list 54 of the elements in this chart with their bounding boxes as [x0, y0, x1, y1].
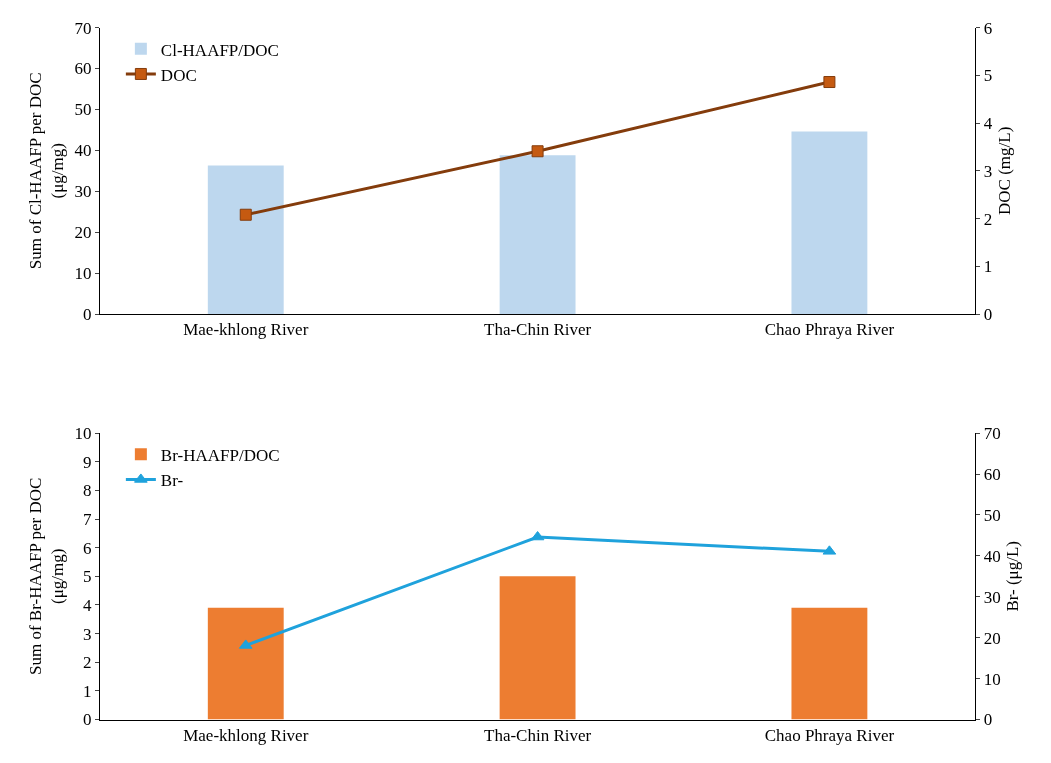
y2-tick-label: 0 [983, 304, 993, 324]
y-tick-label: 70 [74, 18, 92, 38]
x-tick-label: Mae-khlong River [183, 725, 309, 745]
x-tick-label: Chao Phraya River [764, 320, 895, 340]
y2-axis-title: Br- (μg/L) [1003, 540, 1023, 612]
legend-label: Br-HAAFP/DOC [160, 445, 280, 465]
y-tick-label: 10 [74, 264, 92, 284]
y-tick-label: 3 [82, 624, 92, 644]
x-tick-label: Tha-Chin River [484, 725, 592, 745]
y2-tick-label: 5 [983, 66, 993, 86]
y-tick-label: 20 [74, 223, 92, 243]
y2-tick-label: 4 [983, 114, 993, 134]
y-tick-label: 0 [82, 710, 92, 730]
y-tick-label: 30 [74, 182, 92, 202]
point [239, 208, 252, 221]
x-tick-label: Tha-Chin River [484, 320, 592, 340]
point [823, 76, 836, 89]
y2-tick-label: 50 [983, 505, 1001, 525]
y-tick-label: 9 [82, 452, 92, 472]
bar [791, 131, 868, 315]
y-tick-label: 4 [82, 595, 92, 615]
y2-tick-label: 70 [983, 424, 1001, 444]
y-tick-label: 60 [74, 59, 92, 79]
y-axis-title: Sum of Cl-HAAFP per DOC (μg/mg) [25, 72, 67, 270]
y2-tick-label: 2 [983, 209, 993, 229]
y-tick-label: 6 [82, 538, 92, 558]
y-tick-label: 50 [74, 100, 92, 120]
y-tick-label: 0 [82, 304, 92, 324]
y-axis-title: Sum of Br-HAAFP per DOC (μg/mg) [25, 477, 67, 675]
y2-tick-label: 60 [983, 464, 1001, 484]
y-tick-label: 8 [82, 481, 92, 501]
y-tick-label: 10 [74, 424, 92, 444]
y2-tick-label: 40 [983, 546, 1001, 566]
y-tick-label: 1 [82, 681, 92, 701]
y2-tick-label: 0 [983, 710, 993, 730]
bar [499, 155, 576, 315]
y-tick-label: 2 [82, 653, 92, 673]
y-tick-label: 40 [74, 141, 92, 161]
x-tick-label: Mae-khlong River [183, 320, 309, 340]
bar [207, 165, 284, 315]
y2-tick-label: 30 [983, 587, 1001, 607]
y2-tick-label: 6 [983, 18, 993, 38]
legend-label: Br- [160, 471, 184, 491]
y-tick-label: 7 [82, 509, 92, 529]
legend-label: Cl-HAAFP/DOC [160, 40, 279, 60]
point [531, 145, 544, 158]
y2-axis-title: DOC (mg/L) [995, 126, 1015, 215]
x-tick-label: Chao Phraya River [764, 725, 895, 745]
y2-tick-label: 3 [983, 161, 993, 181]
y2-tick-label: 1 [983, 257, 993, 277]
y-tick-label: 5 [82, 567, 92, 587]
y2-tick-label: 10 [983, 669, 1001, 689]
legend-label: DOC [160, 65, 197, 85]
y2-tick-label: 20 [983, 628, 1001, 648]
